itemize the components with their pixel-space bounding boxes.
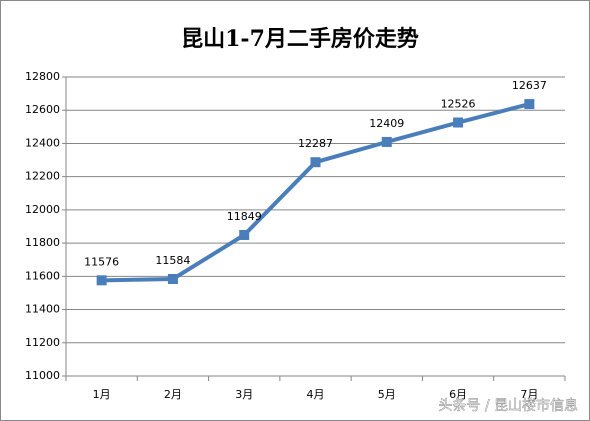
point-marker: [381, 136, 392, 147]
y-tick-label: 12200: [25, 170, 60, 183]
y-tick-label: 12800: [25, 70, 60, 83]
x-tick-label: 5月: [378, 388, 396, 401]
y-tick-label: 11800: [25, 236, 60, 249]
data-label: 12409: [369, 117, 404, 130]
point-marker: [167, 273, 178, 284]
x-tick-label: 1月: [93, 388, 111, 401]
x-tick-label: 7月: [520, 388, 538, 401]
point-marker: [239, 229, 250, 240]
data-label: 11576: [84, 255, 119, 268]
point-marker: [310, 157, 321, 168]
y-tick-label: 12400: [25, 136, 60, 149]
x-tick-label: 6月: [449, 388, 467, 401]
y-tick-label: 11400: [25, 303, 60, 316]
y-tick-label: 12600: [25, 103, 60, 116]
x-tick-label: 2月: [164, 388, 182, 401]
point-marker: [453, 117, 464, 128]
data-label: 12637: [512, 79, 547, 92]
point-marker: [524, 99, 535, 110]
data-label: 12287: [298, 137, 333, 150]
y-tick-label: 11200: [25, 336, 60, 349]
y-tick-label: 11600: [25, 269, 60, 282]
x-tick-label: 4月: [307, 388, 325, 401]
data-label: 11849: [227, 210, 262, 223]
data-label: 11584: [155, 254, 190, 267]
x-tick-label: 3月: [235, 388, 253, 401]
y-tick-label: 12000: [25, 203, 60, 216]
chart-title: 昆山1-7月二手房价走势: [181, 26, 419, 52]
point-marker: [96, 275, 107, 286]
data-label: 12526: [441, 98, 476, 111]
watermark: 头条号 / 昆山楼市信息: [438, 397, 578, 414]
y-tick-label: 11000: [25, 369, 60, 382]
